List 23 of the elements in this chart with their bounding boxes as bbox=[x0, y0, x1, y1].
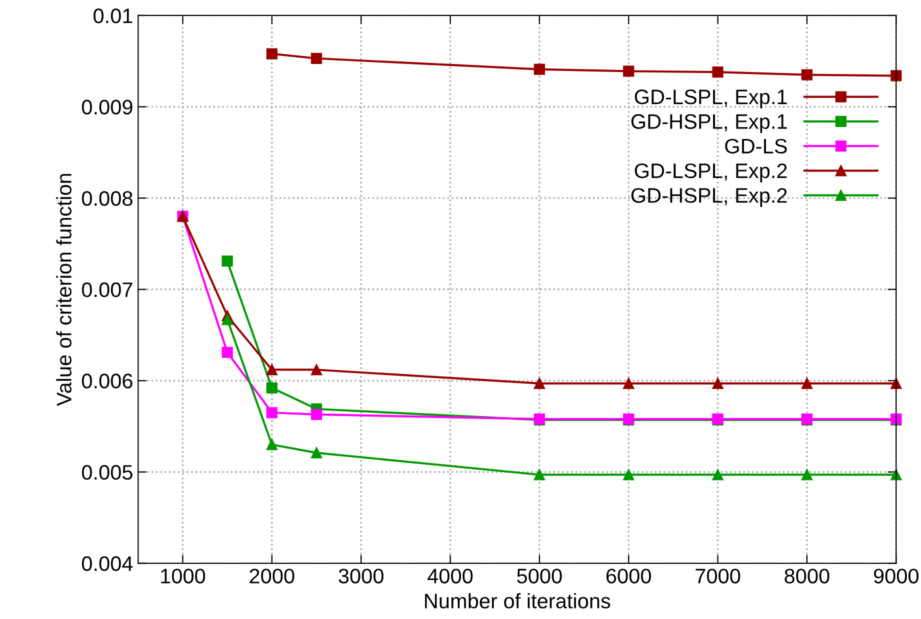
x-tick-label: 1000 bbox=[161, 568, 206, 584]
x-axis-title: Number of iterations bbox=[425, 593, 610, 608]
x-tick-label: 7000 bbox=[696, 568, 740, 584]
y-tick-label: 0.01 bbox=[94, 8, 132, 24]
x-tick-label: 3000 bbox=[338, 568, 384, 584]
legend-label: GD-LSPL, Exp.1 bbox=[634, 90, 787, 108]
legend-label: GD-HSPL, Exp.2 bbox=[631, 188, 787, 207]
legend-label: GD-LSPL, Exp.2 bbox=[634, 163, 787, 182]
legend-label: GD-LS bbox=[725, 138, 787, 154]
x-tick-label: 6000 bbox=[606, 568, 651, 584]
y-tick-label: 0.009 bbox=[82, 100, 132, 115]
legend-label: GD-HSPL, Exp.1 bbox=[631, 114, 787, 134]
x-tick-label: 8000 bbox=[784, 568, 830, 584]
y-tick-label: 0.006 bbox=[82, 374, 132, 388]
y-tick-label: 0.004 bbox=[82, 556, 133, 572]
y-tick-label: 0.005 bbox=[82, 464, 132, 480]
y-tick-label: 0.008 bbox=[82, 191, 132, 206]
x-tick-label: 5000 bbox=[517, 568, 562, 584]
y-axis-title: Value of criterion function bbox=[56, 174, 72, 406]
x-tick-label: 9000 bbox=[874, 568, 918, 584]
y-tick-label: 0.007 bbox=[82, 282, 132, 298]
x-tick-label: 4000 bbox=[428, 568, 473, 584]
x-tick-label: 2000 bbox=[250, 568, 294, 584]
